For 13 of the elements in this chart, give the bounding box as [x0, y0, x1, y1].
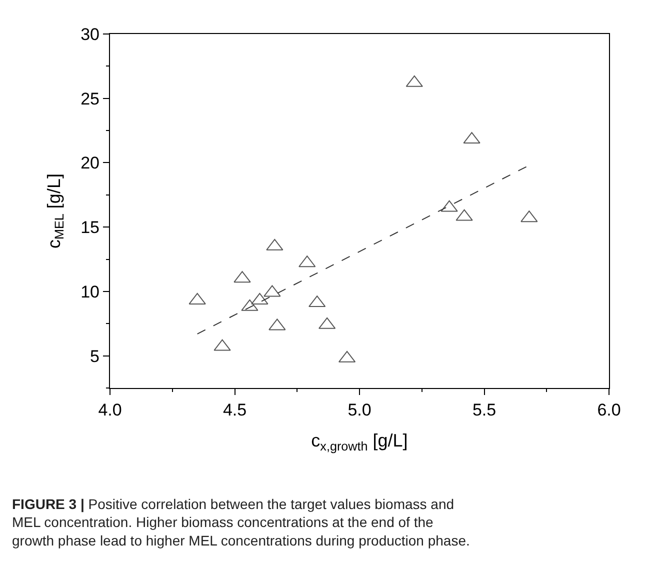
x-tick-label: 5.5 — [472, 400, 496, 420]
y-tick-label: 30 — [80, 24, 100, 44]
y-tick-label: 20 — [80, 154, 100, 173]
y-tick-label: 25 — [80, 89, 100, 108]
x-tick-label: 4.5 — [222, 400, 247, 420]
caption: FIGURE 3 | Positive correlation between the target values biomass and MEL concentration. Higher biomass concentrations at the end of the growth phase lead to higher MEL concentrations during production phase. — [12, 496, 470, 548]
y-tick-label: 5 — [90, 346, 100, 366]
x-tick-label: 5.0 — [348, 400, 372, 420]
x-tick-label: 6.0 — [597, 400, 621, 420]
x-axis-title: c$_{x,growth}$ [g/L] — [311, 430, 408, 454]
y-tick-label: 10 — [80, 282, 100, 302]
y-tick-label: 15 — [80, 218, 100, 238]
x-tick-label: 4.0 — [98, 400, 122, 420]
